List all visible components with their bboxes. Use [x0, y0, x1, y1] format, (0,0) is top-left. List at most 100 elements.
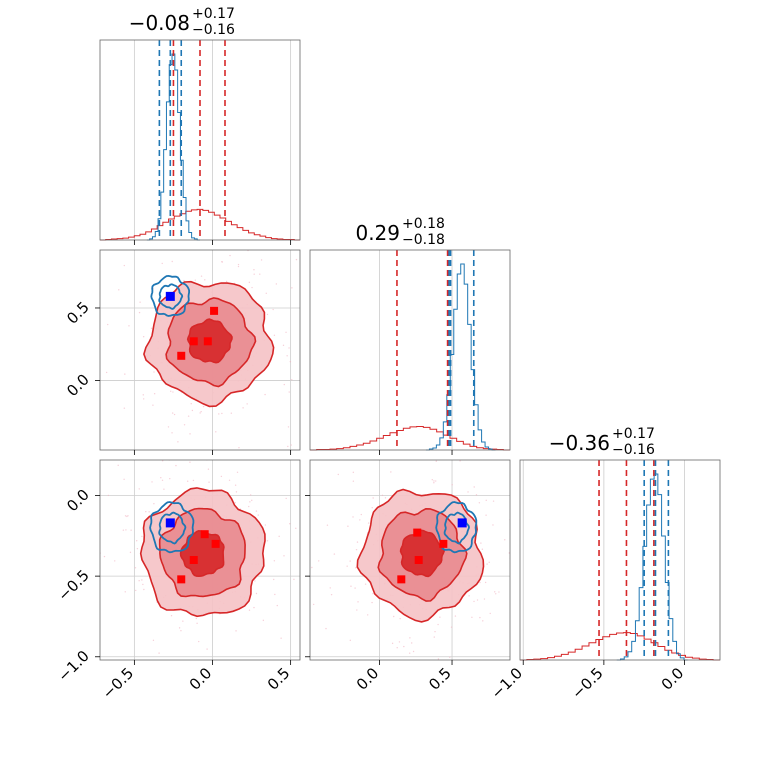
scatter-point: [238, 447, 240, 449]
scatter-point: [288, 391, 290, 393]
scatter-point: [364, 583, 367, 585]
scatter-point: [517, 627, 518, 628]
x-tick-label: 0.0: [353, 664, 383, 694]
marker-red: [211, 539, 220, 548]
scatter-point: [191, 409, 194, 412]
scatter-point: [153, 503, 155, 505]
scatter-point: [163, 488, 165, 490]
scatter-point: [276, 604, 278, 607]
scatter-point: [265, 292, 267, 294]
scatter-point: [273, 560, 276, 562]
scatter-point: [143, 446, 144, 447]
scatter-point: [355, 548, 358, 551]
scatter-point: [479, 616, 481, 619]
scatter-point: [264, 524, 267, 526]
scatter-point: [521, 592, 522, 593]
scatter-point: [248, 281, 251, 284]
scatter-point: [337, 473, 339, 476]
scatter-point: [255, 510, 258, 512]
scatter-point: [251, 499, 253, 502]
scatter-point: [366, 614, 369, 616]
scatter-point: [280, 637, 282, 639]
scatter-point: [354, 587, 356, 589]
scatter-point: [391, 642, 394, 645]
scatter-point: [357, 601, 359, 603]
scatter-point: [114, 560, 116, 562]
hist-panel-param-2: [309, 249, 511, 455]
panel-frame: [99, 249, 301, 451]
scatter-point: [198, 640, 200, 643]
contour-blue: [158, 511, 187, 545]
scatter-point: [161, 460, 164, 462]
scatter-point: [384, 497, 387, 499]
scatter-point: [130, 529, 132, 531]
scatter-point: [200, 275, 203, 277]
scatter-point: [471, 616, 473, 619]
title-upper-error: +0.18: [402, 216, 445, 232]
panel-frame: [99, 459, 301, 661]
scatter-point: [360, 513, 362, 516]
panel-contents: [105, 194, 321, 449]
scatter-point: [203, 701, 204, 702]
scatter-point: [482, 620, 484, 622]
scatter-point: [295, 258, 298, 261]
scatter-point: [189, 433, 191, 435]
scatter-point: [451, 484, 453, 486]
scatter-point: [172, 391, 174, 393]
scatter-point: [311, 566, 313, 569]
scatter-point: [311, 336, 312, 337]
scatter-point: [329, 587, 331, 589]
scatter-point: [290, 444, 292, 446]
marker-red: [189, 337, 198, 346]
title-lower-error: −0.16: [612, 442, 655, 458]
scatter-point: [153, 393, 156, 395]
scatter-point: [123, 264, 126, 267]
title-param-2: 0.29 +0.18−0.18: [355, 216, 444, 248]
scatter-point: [248, 505, 250, 508]
scatter-point: [480, 542, 482, 544]
scatter-point: [202, 405, 205, 408]
scatter-point: [185, 194, 186, 195]
scatter-point: [235, 630, 237, 632]
x-tick-label: −0.5: [568, 664, 606, 702]
scatter-point: [246, 403, 248, 405]
scatter-point: [475, 494, 478, 496]
x-tick-label: 0.5: [264, 664, 294, 694]
scatter-point: [431, 478, 434, 481]
scatter-point: [412, 650, 415, 653]
scatter-point: [135, 589, 137, 592]
scatter-point: [253, 269, 255, 271]
scatter-point: [409, 637, 411, 639]
scatter-point: [435, 460, 438, 462]
scatter-point: [207, 468, 210, 470]
scatter-point: [542, 508, 543, 509]
scatter-point: [325, 627, 327, 630]
scatter-point: [221, 261, 223, 263]
scatter-point: [492, 524, 494, 526]
scatter-point: [371, 507, 373, 509]
panel-contents: [311, 460, 543, 660]
title-param-3: −0.36 +0.17−0.16: [549, 426, 655, 458]
title-value: −0.36: [549, 431, 610, 455]
scatter-point: [367, 522, 370, 524]
scatter-point: [180, 630, 182, 632]
scatter-point: [318, 560, 320, 562]
contour-blue: [150, 274, 190, 317]
scatter-point: [208, 481, 210, 483]
scatter-point: [504, 539, 506, 541]
hist-panel-param-3: −1.0 −0.5 0.0: [488, 459, 721, 703]
scatter-point: [237, 263, 240, 266]
scatter-point: [177, 441, 179, 443]
scatter-point: [215, 431, 217, 433]
scatter-point: [248, 609, 251, 611]
scatter-point: [434, 630, 436, 633]
scatter-point: [225, 280, 228, 283]
scatter-point: [372, 497, 374, 499]
scatter-point: [293, 578, 295, 581]
scatter-point: [320, 281, 321, 282]
y-tick-label: −1.0: [54, 647, 92, 685]
scatter-point: [288, 347, 290, 349]
contour-blue: [149, 501, 195, 554]
scatter-point: [352, 480, 355, 482]
